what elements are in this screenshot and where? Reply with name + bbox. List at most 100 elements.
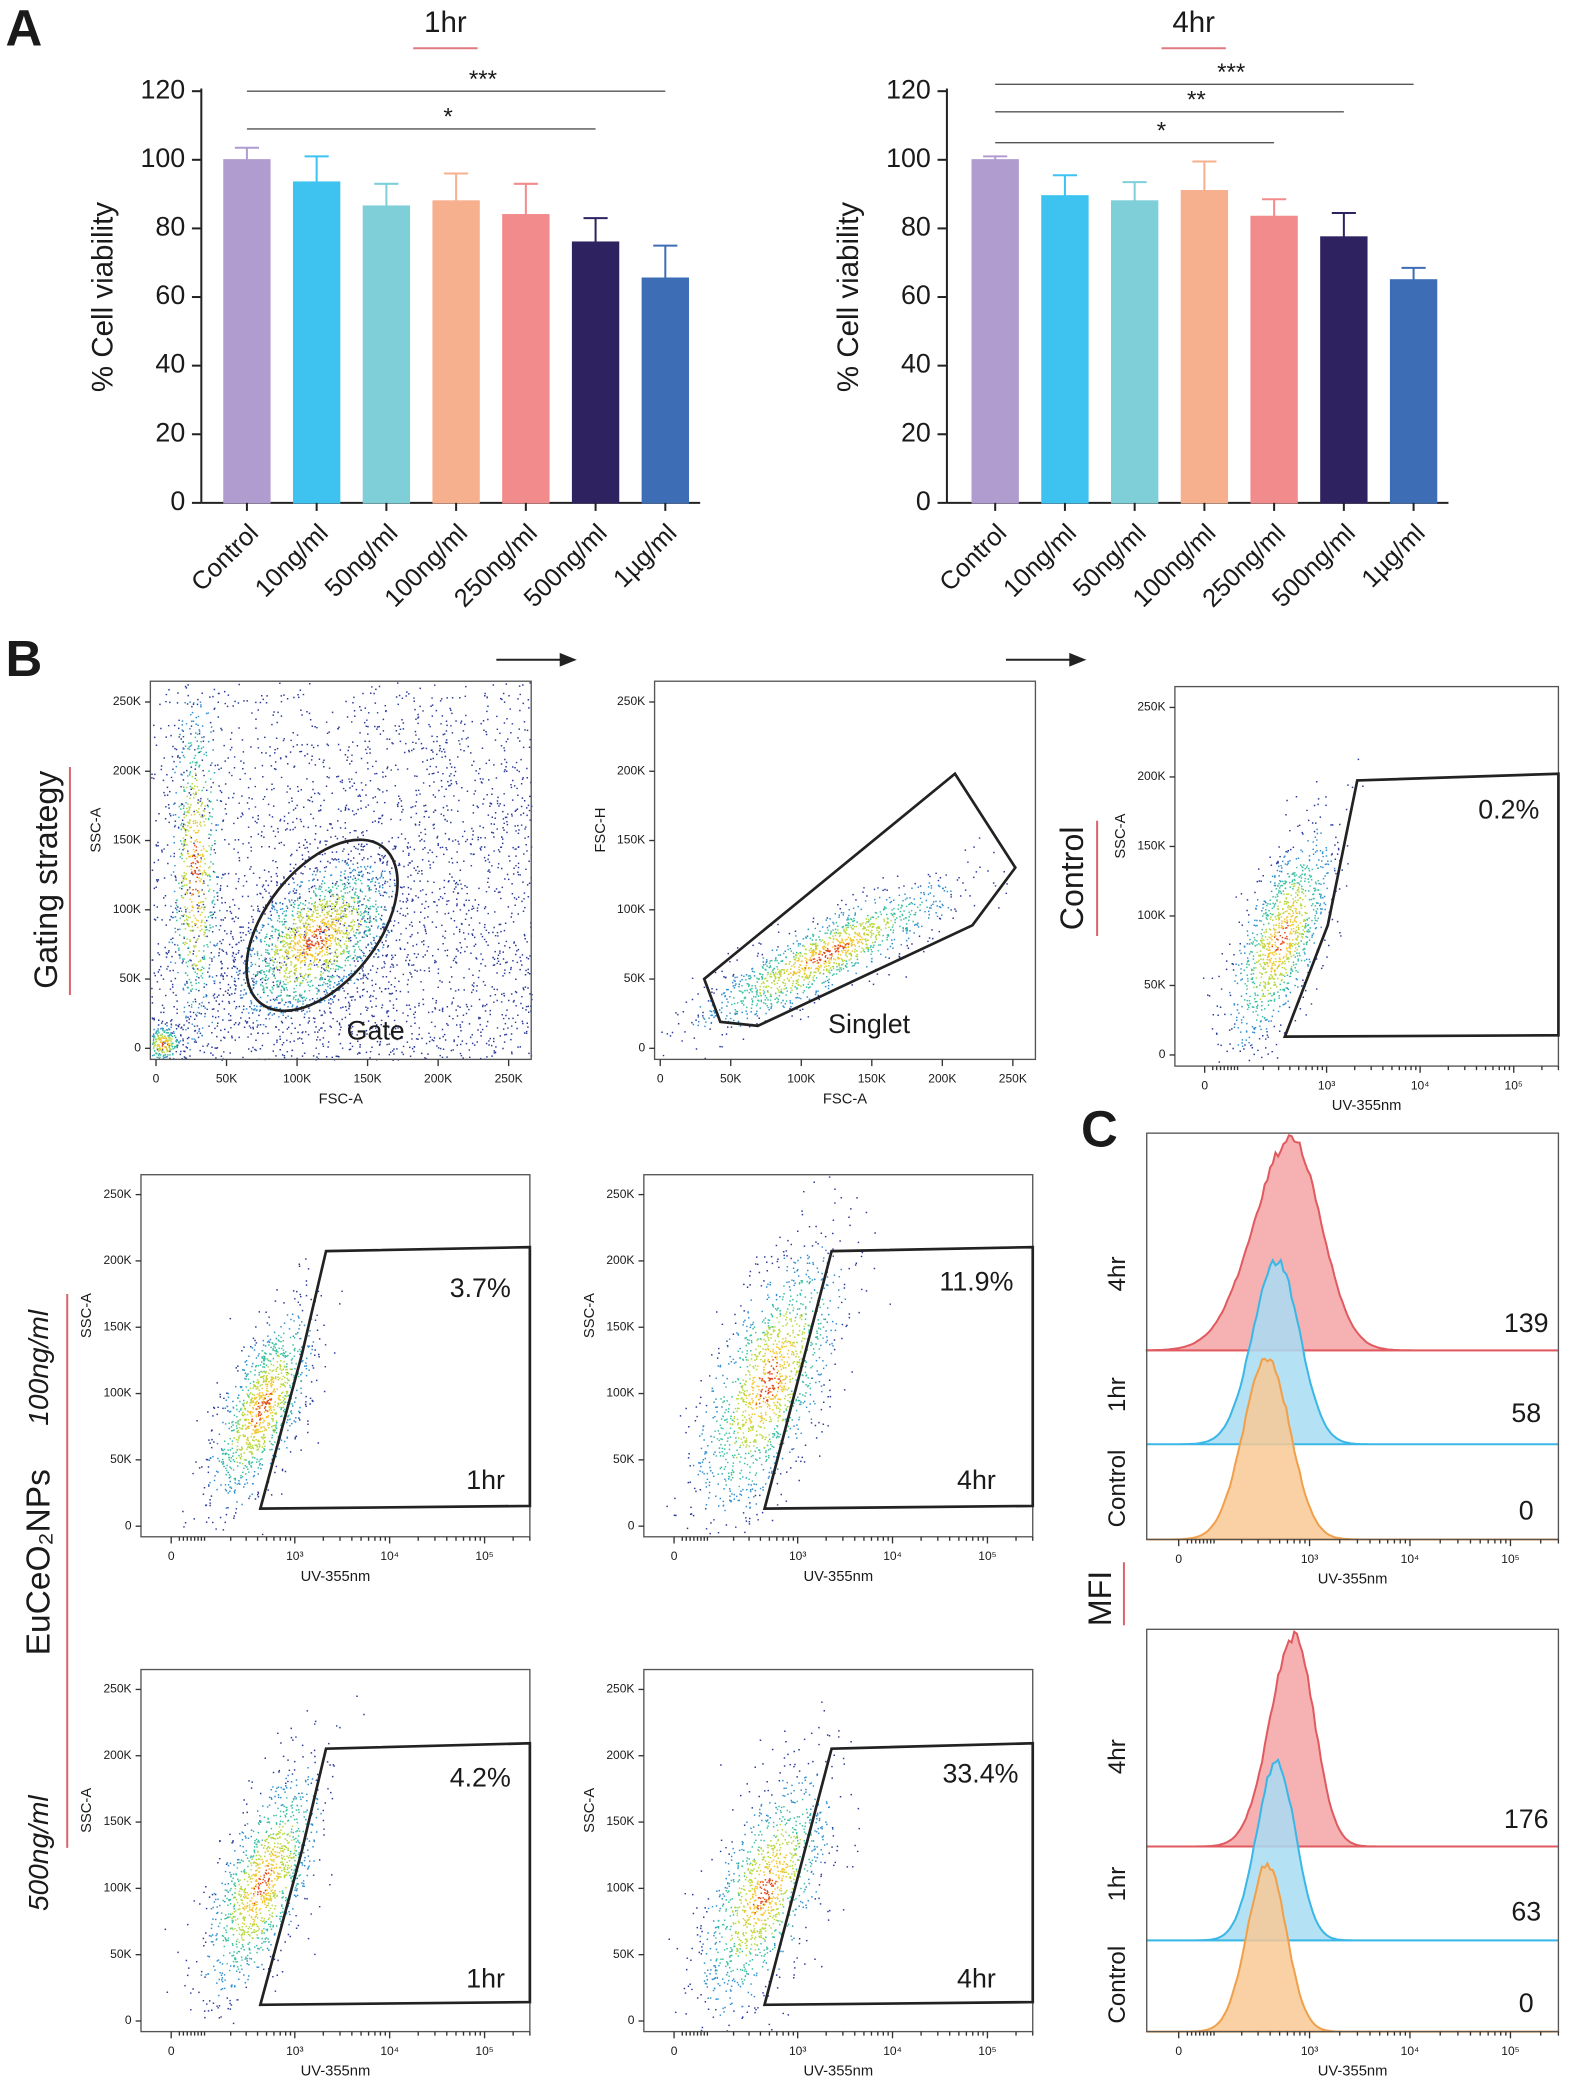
x-axis-label: UV-355nm [301, 1569, 371, 1585]
x-tick-label: 100K [787, 1072, 815, 1086]
row-label: 1hr [1104, 1377, 1131, 1412]
bar [223, 159, 271, 504]
event-density [804, 942, 850, 969]
mfi-value: 0 [1519, 1496, 1534, 1526]
chart-title: 4hr [1172, 6, 1215, 39]
y-axis-label: SSC-A [79, 1293, 95, 1338]
x-tick-label: 10³ [1301, 1552, 1318, 1566]
plot-frame [149, 680, 532, 1061]
y-tick-label: 0 [916, 486, 931, 516]
x-tick-label: 0 [671, 1549, 678, 1563]
y-tick-label: 50K [1144, 978, 1165, 992]
y-tick-label: 100K [103, 1386, 131, 1400]
row-label: 500ng/ml [23, 1795, 54, 1912]
y-tick-label: 50K [624, 971, 645, 985]
y-tick-label: 0 [170, 486, 185, 516]
bar [432, 200, 480, 504]
x-tick-label: 10⁵ [1505, 1078, 1523, 1092]
y-tick-label: 0 [125, 1518, 132, 1532]
y-tick-label: 250K [606, 1187, 634, 1201]
mfi-value: 0 [1519, 1988, 1534, 2018]
x-tick-label: 10⁵ [475, 2044, 493, 2058]
x-tick-label: 10³ [1318, 1078, 1335, 1092]
event-density [743, 1337, 796, 1432]
y-axis-label: % Cell viability [87, 202, 120, 392]
x-axis-label: FSC-A [319, 1092, 363, 1108]
y-tick-label: 0 [628, 1518, 635, 1532]
x-tick-label: 10⁵ [475, 1549, 493, 1563]
y-tick-label: 150K [617, 833, 645, 847]
y-tick-label: 120 [141, 74, 186, 104]
event-density [1243, 864, 1322, 1021]
gate [258, 1245, 532, 1510]
x-tick-label: 10⁵ [1501, 2044, 1519, 2058]
y-tick-label: 200K [606, 1748, 634, 1762]
event-density [151, 682, 533, 1061]
x-tick-label: 10⁴ [883, 2044, 902, 2058]
x-tick-label: 0 [168, 2044, 175, 2058]
x-tick-label: 0 [153, 1072, 160, 1086]
x-tick-label: 150K [354, 1072, 382, 1086]
row-label: EuCeO₂NPs [20, 1469, 57, 1655]
panel-label: C [1081, 1101, 1118, 1158]
y-tick-label: 0 [628, 2013, 635, 2027]
gate [1282, 772, 1560, 1038]
flow-plot: 0 10³ 10⁴ 10⁵ UV-355nm 0 50K 100K 150K 200K 250K SS… [79, 1174, 532, 1585]
event-density [208, 1313, 315, 1509]
significance-label: * [443, 104, 453, 131]
plot-frame [1146, 1132, 1560, 1541]
histogram-stack: 4hr 139 1hr 58 Control 0 0 10³ 10⁴ 10⁵ UV-355nm [1104, 1132, 1560, 1588]
event-density [1271, 922, 1289, 952]
y-tick-label: 100K [103, 1881, 131, 1895]
plot-annotation: 1hr [466, 1964, 505, 1994]
event-density [729, 1823, 802, 1957]
gate [762, 1741, 1035, 2007]
y-tick-label: 80 [155, 211, 185, 241]
event-density [240, 1846, 282, 1925]
y-tick-label: 150K [103, 1814, 131, 1828]
y-tick-label: 100 [886, 143, 931, 173]
gate [258, 1741, 532, 2007]
x-tick-label: 10⁵ [978, 1549, 996, 1563]
x-tick-label: 0 [168, 1549, 175, 1563]
row-label: 4hr [1104, 1739, 1131, 1774]
flow-plot: 0 50K 100K 150K 200K 250K FSC-A 0 50K 100K 150K 200… [89, 680, 533, 1108]
x-tick-label: 150K [858, 1072, 886, 1086]
x-tick-label: 200K [928, 1072, 956, 1086]
y-tick-label: 200K [1137, 769, 1165, 783]
x-tick-label: 0 [671, 2044, 678, 2058]
y-tick-label: 0 [638, 1040, 645, 1054]
gate [762, 1245, 1035, 1510]
mfi-value: 176 [1504, 1804, 1549, 1834]
x-axis-label: UV-355nm [1318, 2064, 1388, 2080]
y-axis-label: SSC-A [1113, 813, 1129, 858]
y-axis-label: FSC-H [593, 808, 609, 853]
x-tick-label: 10⁴ [1401, 2044, 1420, 2058]
event-density [778, 929, 870, 981]
y-tick-label: 0 [134, 1040, 141, 1054]
flow-plot: 0 10³ 10⁴ 10⁵ UV-355nm 0 50K 100K 150K 200K 250K SS… [1113, 685, 1560, 1114]
arrows [496, 652, 1087, 667]
y-tick-label: 0 [1159, 1047, 1166, 1061]
y-tick-label: 100K [1137, 908, 1165, 922]
bar [1250, 215, 1298, 504]
y-tick-label: 250K [1137, 700, 1165, 714]
x-tick-label: 10⁴ [1411, 1078, 1430, 1092]
x-tick-label: 100K [283, 1072, 311, 1086]
y-tick-label: 200K [103, 1748, 131, 1762]
event-density [156, 811, 346, 1051]
y-tick-label: 50K [613, 1947, 634, 1961]
arrow-head [1069, 652, 1087, 667]
y-tick-label: 150K [1137, 839, 1165, 853]
y-tick-label: 80 [901, 211, 931, 241]
x-axis-label: UV-355nm [803, 1569, 873, 1585]
event-density [742, 1849, 789, 1934]
significance-label: *** [1217, 59, 1246, 86]
y-tick-label: 200K [606, 1253, 634, 1267]
y-tick-label: 120 [886, 74, 931, 104]
mfi-value: 139 [1504, 1308, 1549, 1338]
y-tick-label: 200K [103, 1253, 131, 1267]
bar [641, 277, 689, 504]
flow-plot: 0 10³ 10⁴ 10⁵ UV-355nm 0 50K 100K 150K 200K 250K SS… [582, 1668, 1035, 2080]
